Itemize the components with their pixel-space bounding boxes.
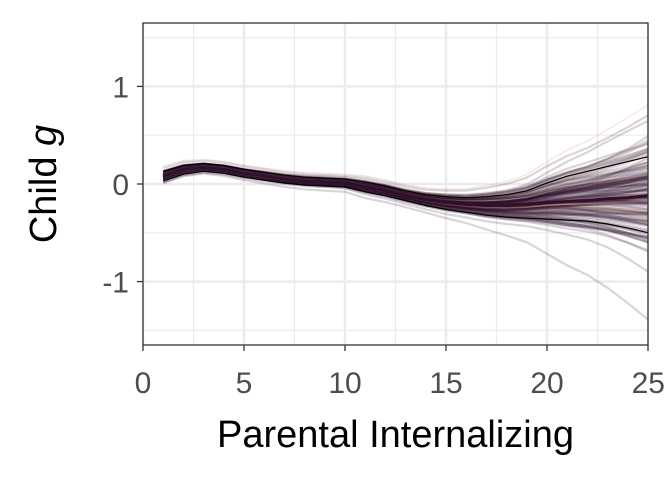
x-tick-label: 20	[530, 367, 563, 400]
bootstrap-line	[162, 164, 649, 203]
bootstrap-line	[162, 167, 649, 244]
bootstrap-line	[162, 150, 649, 200]
x-tick-label: 15	[429, 367, 462, 400]
x-axis-ticks: 0 5 10 15 20 25	[135, 345, 665, 400]
bootstrap-line	[162, 168, 649, 217]
bootstrap-line	[162, 168, 649, 244]
bootstrap-line	[162, 163, 649, 202]
y-axis-title: Child g	[23, 125, 65, 243]
bootstrap-line	[162, 167, 649, 227]
bootstrap-line	[162, 167, 649, 216]
bootstrap-line	[162, 163, 649, 205]
y-tick-label: -1	[102, 267, 129, 300]
x-tick-label: 25	[632, 367, 665, 400]
bootstrap-line	[162, 114, 649, 192]
bootstrap-line	[162, 169, 649, 226]
bootstrap-line	[162, 161, 649, 200]
y-tick-label: 0	[112, 169, 129, 202]
x-axis-title: Parental Internalizing	[217, 414, 574, 456]
y-tick-label: 1	[112, 71, 129, 104]
bootstrap-line	[163, 158, 649, 200]
bootstrap-line	[162, 164, 649, 204]
x-tick-label: 5	[236, 367, 253, 400]
interval-lines	[163, 156, 649, 234]
bootstrap-line	[162, 168, 649, 211]
bootstrap-line	[162, 169, 649, 253]
y-axis-ticks: -1 0 1	[102, 71, 143, 300]
bootstrap-line	[162, 172, 649, 321]
bootstrap-line	[163, 168, 649, 211]
bootstrap-line	[163, 168, 649, 223]
upper-bound-line	[163, 156, 649, 199]
bootstrap-line	[162, 167, 649, 238]
x-tick-label: 10	[328, 367, 361, 400]
estimate-line	[162, 165, 649, 207]
bootstrap-line	[162, 164, 649, 204]
bootstrap-line	[162, 168, 649, 239]
x-tick-label: 0	[135, 367, 152, 400]
bootstrap-line	[162, 168, 649, 240]
bootstrap-line	[162, 135, 649, 197]
bootstrap-line	[162, 164, 649, 202]
bootstrap-line	[163, 165, 649, 202]
bootstrap-line	[162, 168, 649, 212]
bootstrap-line	[162, 161, 649, 201]
bootstrap-line	[163, 170, 649, 215]
bootstrap-line	[162, 171, 649, 240]
bootstrap-line	[162, 164, 649, 202]
bootstrap-line	[162, 169, 649, 216]
lower-bound-line	[163, 170, 649, 234]
bootstrap-line	[162, 164, 649, 202]
bootstrap-line	[163, 104, 649, 190]
bootstrap-line	[162, 168, 649, 214]
